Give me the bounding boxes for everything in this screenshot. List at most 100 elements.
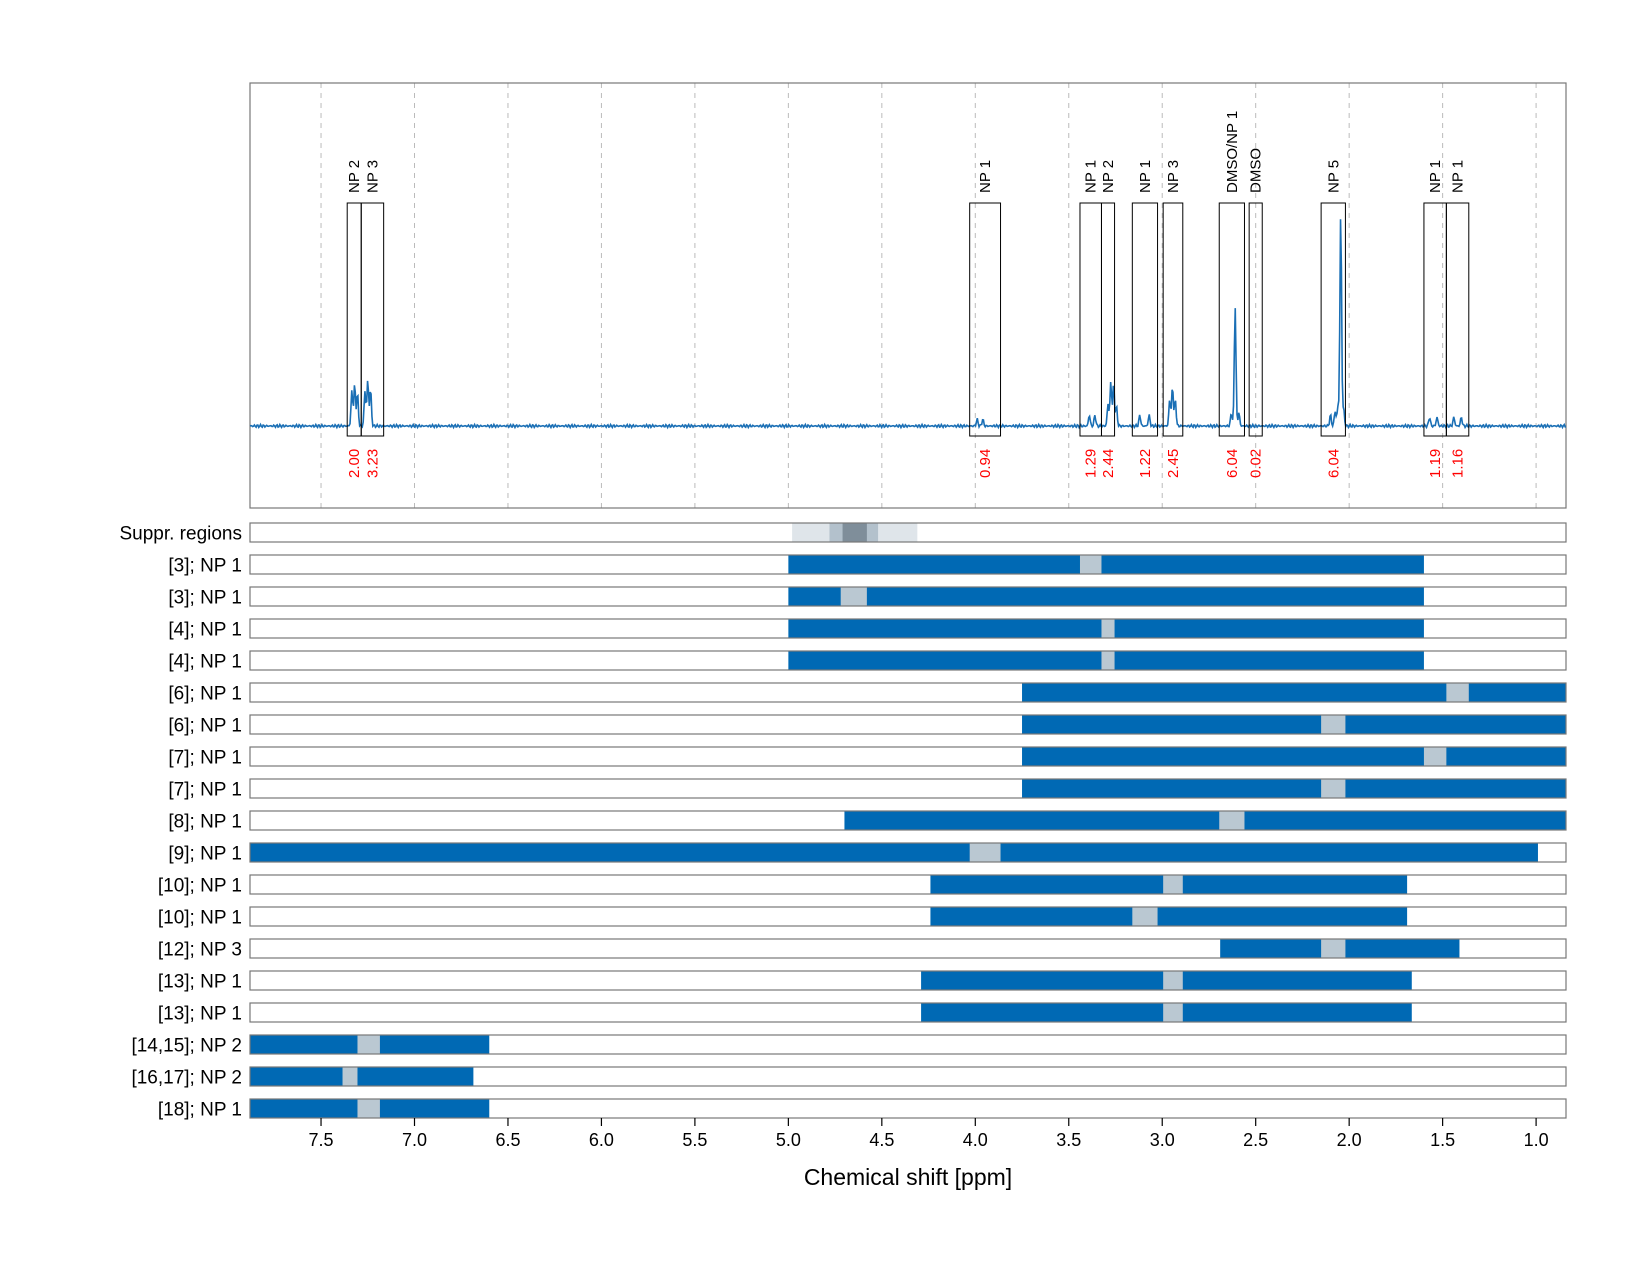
row-label: [13]; NP 1 <box>158 972 242 993</box>
signal-gap <box>1101 651 1115 670</box>
integral-box <box>969 202 1002 437</box>
signal-bar <box>1022 715 1566 734</box>
signal-gap <box>969 843 1001 862</box>
row-label: Suppr. regions <box>119 524 242 545</box>
row-frame <box>249 1034 1567 1055</box>
x-tick-label: 5.5 <box>682 1130 707 1150</box>
row-frame <box>249 938 1567 959</box>
row-frame <box>249 842 1567 863</box>
integral-assignment-label: DMSO/NP 1 <box>1224 111 1241 193</box>
x-tick-label: 7.0 <box>402 1130 427 1150</box>
row-label: [7]; NP 1 <box>168 780 242 801</box>
row-frame <box>249 970 1567 991</box>
integral-assignment-label: NP 3 <box>1165 160 1182 193</box>
signal-rows: Suppr. regions [3]; NP 1 [3]; NP 1 [4]; NP … <box>119 522 1567 1121</box>
integral-assignment-label: NP 1 <box>1450 160 1467 193</box>
integral-value-label: 1.29 <box>1083 449 1100 478</box>
signal-gap <box>357 1035 380 1054</box>
row-label: [3]; NP 1 <box>168 556 242 577</box>
integral-value-label: 6.04 <box>1325 449 1342 478</box>
signal-gap <box>1079 555 1102 574</box>
integral-assignment-label: NP 1 <box>1427 160 1444 193</box>
row-label: [12]; NP 3 <box>158 940 242 961</box>
signal-gap <box>357 1099 380 1118</box>
integral-box <box>1100 202 1116 437</box>
signal-bar <box>1022 779 1566 798</box>
row-label: [13]; NP 1 <box>158 1004 242 1025</box>
signal-gap <box>1446 683 1469 702</box>
row-frame <box>249 586 1567 607</box>
signal-gap <box>1219 811 1245 830</box>
signal-gap <box>342 1067 358 1086</box>
row-frame <box>249 1002 1567 1023</box>
row-label: [9]; NP 1 <box>168 844 242 865</box>
signal-gap <box>1101 619 1115 638</box>
signal-bar <box>250 1067 474 1086</box>
row-frame <box>249 682 1567 703</box>
integral-assignment-label: NP 3 <box>364 160 381 193</box>
row-frame <box>249 810 1567 831</box>
row-label: [6]; NP 1 <box>168 684 242 705</box>
x-tick-label: 5.0 <box>776 1130 801 1150</box>
row-label: [14,15]; NP 2 <box>131 1036 242 1057</box>
x-tick-label: 3.0 <box>1150 1130 1175 1150</box>
x-axis-label: Chemical shift [ppm] <box>804 1164 1012 1190</box>
row-label: [7]; NP 1 <box>168 748 242 769</box>
row-frame <box>249 522 1567 543</box>
signal-gap <box>1163 971 1183 990</box>
integral-box <box>1162 202 1184 437</box>
row-label: [4]; NP 1 <box>168 620 242 641</box>
x-axis: Chemical shift [ppm] 7.5 7.0 6.5 6.0 5.5 5.0 4… <box>309 1118 1549 1190</box>
integral-assignment-label: NP 2 <box>346 160 363 193</box>
signal-gap <box>1321 715 1346 734</box>
x-tick-label: 4.0 <box>963 1130 988 1150</box>
integral-assignment-label: NP 1 <box>977 160 994 193</box>
x-tick-label: 1.5 <box>1430 1130 1455 1150</box>
signal-bar <box>1022 683 1566 702</box>
x-tick-label: 7.5 <box>309 1130 334 1150</box>
integral-value-label: 2.00 <box>346 449 363 478</box>
row-frame <box>249 650 1567 671</box>
integral-assignment-label: NP 1 <box>1137 160 1154 193</box>
integral-value-label: 3.23 <box>364 449 381 478</box>
gridlines <box>320 83 1537 508</box>
integral-assignment-label: NP 2 <box>1100 160 1117 193</box>
integral-box <box>1218 202 1245 437</box>
row-label: [16,17]; NP 2 <box>131 1068 242 1089</box>
row-frame <box>249 554 1567 575</box>
signal-gap <box>1163 1003 1183 1022</box>
row-label: [3]; NP 1 <box>168 588 242 609</box>
integral-assignment-label: NP 5 <box>1325 160 1342 193</box>
x-tick-label: 2.5 <box>1243 1130 1268 1150</box>
integral-value-label: 1.19 <box>1427 449 1444 478</box>
integral-box <box>1131 202 1159 437</box>
integral-value-label: 0.94 <box>977 449 994 478</box>
integral-box <box>360 202 385 437</box>
integral-assignment-label: DMSO <box>1248 148 1265 193</box>
row-frame <box>249 746 1567 767</box>
integral-box <box>1079 202 1102 437</box>
x-tick-label: 2.0 <box>1337 1130 1362 1150</box>
spectrum-line <box>249 219 1567 430</box>
row-frame <box>249 1098 1567 1119</box>
x-tick-label: 3.5 <box>1056 1130 1081 1150</box>
signal-bar <box>788 587 1424 606</box>
integral-value-label: 2.45 <box>1165 449 1182 478</box>
spectrum-frame <box>249 82 1567 509</box>
x-tick-label: 4.5 <box>869 1130 894 1150</box>
row-frame <box>249 618 1567 639</box>
integral-value-label: 0.02 <box>1248 449 1265 478</box>
integral-value-label: 2.44 <box>1100 449 1117 478</box>
signal-gap <box>1321 939 1346 958</box>
suppressed-region <box>842 523 867 542</box>
signal-bar <box>788 555 1424 574</box>
signal-gap <box>1423 747 1447 766</box>
signal-bar <box>250 843 1538 862</box>
row-frame <box>249 1066 1567 1087</box>
x-tick-label: 1.0 <box>1524 1130 1549 1150</box>
row-frame <box>249 874 1567 895</box>
signal-bar <box>930 907 1408 926</box>
signal-gap <box>1163 875 1183 894</box>
signal-bar <box>844 811 1566 830</box>
